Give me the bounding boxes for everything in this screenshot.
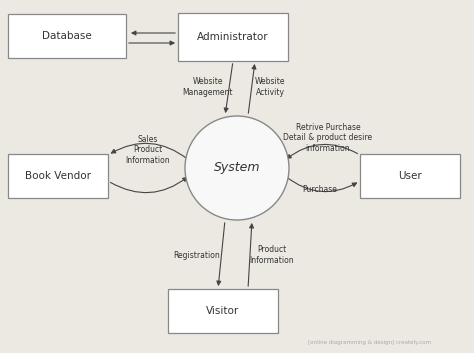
FancyBboxPatch shape bbox=[360, 154, 460, 198]
FancyArrowPatch shape bbox=[110, 178, 187, 193]
Ellipse shape bbox=[185, 116, 289, 220]
Text: Product
Information: Product Information bbox=[250, 245, 294, 265]
Text: Sales: Sales bbox=[138, 136, 158, 144]
FancyArrowPatch shape bbox=[111, 143, 188, 159]
Text: Product
Information: Product Information bbox=[126, 145, 170, 165]
Text: System: System bbox=[214, 162, 260, 174]
FancyBboxPatch shape bbox=[168, 289, 278, 333]
Text: Visitor: Visitor bbox=[206, 306, 240, 316]
Text: Website
Activity: Website Activity bbox=[255, 77, 285, 97]
FancyArrowPatch shape bbox=[286, 177, 356, 192]
FancyBboxPatch shape bbox=[8, 154, 108, 198]
Text: Purchase: Purchase bbox=[302, 185, 337, 195]
Text: Registration: Registration bbox=[173, 251, 220, 259]
Text: Book Vendor: Book Vendor bbox=[25, 171, 91, 181]
FancyBboxPatch shape bbox=[8, 14, 126, 58]
Text: [online diagramming & design] creately.com: [online diagramming & design] creately.c… bbox=[309, 340, 431, 345]
FancyBboxPatch shape bbox=[178, 13, 288, 61]
Text: Retrive Purchase
Detail & product desire
information: Retrive Purchase Detail & product desire… bbox=[283, 123, 373, 153]
Text: Website
Management: Website Management bbox=[183, 77, 233, 97]
Text: Administrator: Administrator bbox=[197, 32, 269, 42]
FancyArrowPatch shape bbox=[287, 144, 357, 158]
Text: Database: Database bbox=[42, 31, 92, 41]
Text: User: User bbox=[398, 171, 422, 181]
